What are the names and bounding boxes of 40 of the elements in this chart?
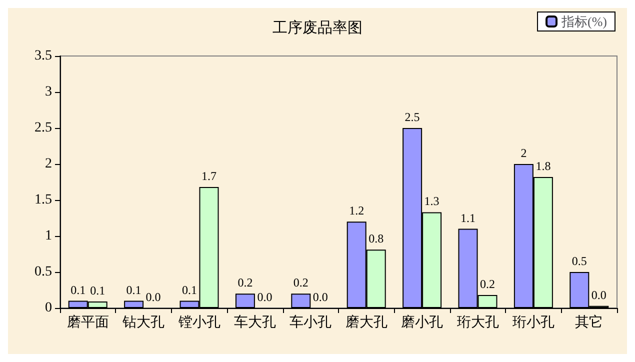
x-tick-label: 磨平面 [66,314,109,330]
y-tick-label: 2.5 [34,120,52,136]
x-tick-label: 其它 [575,314,604,330]
legend-label: 指标(%) [560,14,608,29]
data-label: 2 [520,146,527,160]
data-label: 0.0 [146,290,161,304]
data-label: 0.1 [126,282,142,297]
y-tick-label: 3.5 [34,48,52,64]
y-tick-label: 1.5 [34,192,52,208]
data-label: 1.7 [201,169,216,184]
y-tick-label: 1 [45,228,52,244]
data-label: 0.2 [293,276,308,290]
data-label: 0.2 [480,277,495,292]
data-label: 0.0 [257,290,272,304]
data-label: 2.5 [404,110,420,124]
data-label: 1.8 [536,158,551,173]
y-tick-label: 0 [45,300,52,316]
data-label: 1.2 [349,204,364,218]
data-label: 0.1 [90,284,106,298]
data-label: 0.5 [572,254,587,268]
x-tick-label: 钻大孔 [122,314,165,330]
y-tick-label: 2 [45,156,52,172]
y-tick-label: 0.5 [34,264,52,280]
x-tick-label: 镗小孔 [177,314,220,330]
data-label: 1.1 [460,210,476,225]
data-label: 0.1 [70,282,86,297]
data-label: 0.0 [591,288,606,302]
x-tick-label: 珩小孔 [512,314,554,330]
x-tick-label: 磨小孔 [401,314,444,330]
x-tick-label: 车小孔 [290,314,332,330]
data-label: 0.1 [182,282,198,297]
data-label: 0.0 [312,290,328,304]
x-tick-label: 车大孔 [234,314,276,330]
data-label: 0.8 [368,232,384,246]
data-label: 0.2 [238,276,253,290]
x-tick-label: 磨大孔 [345,314,388,330]
data-label: 1.3 [424,194,440,208]
chart-title: 工序废品率图 [272,20,362,36]
y-tick-label: 3 [45,84,52,100]
x-tick-label: 珩大孔 [456,314,499,330]
